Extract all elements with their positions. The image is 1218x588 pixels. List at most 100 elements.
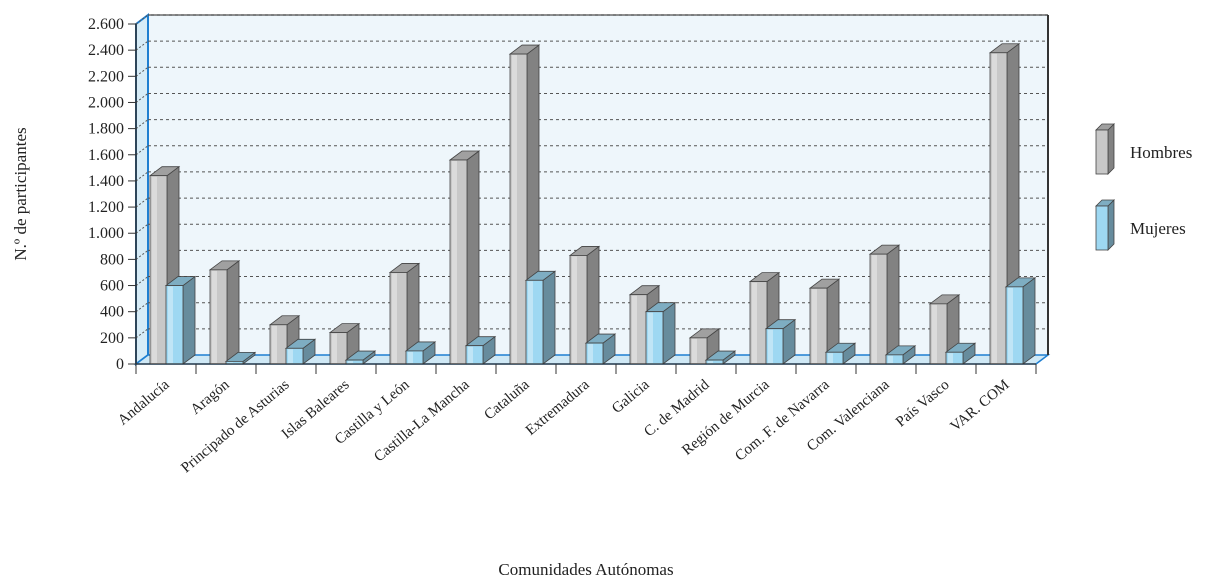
bar-mujeres-highlight [888, 355, 893, 363]
x-category-label: Galicia [609, 377, 653, 417]
grid-line-side [135, 223, 149, 234]
x-category-label: Aragón [188, 376, 233, 417]
bar-mujeres-highlight [948, 353, 953, 363]
grid-line-side [135, 302, 149, 313]
legend-swatch [1095, 123, 1115, 175]
y-tick-label: 1.400 [88, 173, 124, 190]
bar-hombres-highlight [812, 289, 817, 363]
y-tick-label: 0 [116, 356, 124, 373]
bar-mujeres [1004, 277, 1037, 365]
y-tick-label: 2.200 [88, 68, 124, 85]
y-tick-label: 800 [100, 251, 124, 268]
grid-line-side [135, 328, 149, 339]
bar-mujeres [764, 318, 797, 365]
x-category-label: Andalucía [115, 377, 173, 429]
bar-mujeres [824, 342, 857, 365]
bar-mujeres [464, 335, 497, 365]
bar-mujeres-highlight [168, 286, 173, 363]
bar-hombres [388, 262, 421, 365]
bar-mujeres-highlight [288, 349, 293, 363]
bar-mujeres-side [182, 275, 196, 365]
bars [148, 42, 1037, 365]
bar-mujeres-side [542, 270, 556, 365]
bar-mujeres-highlight [528, 281, 533, 363]
bar-hombres-highlight [692, 338, 697, 363]
legend-label: Mujeres [1130, 219, 1186, 238]
bar-mujeres [404, 341, 437, 365]
bar-hombres [328, 322, 361, 365]
plot-left-wall [135, 13, 149, 366]
bar-hombres [208, 260, 241, 365]
bar-mujeres-highlight [708, 361, 713, 363]
y-tick-label: 1.800 [88, 121, 124, 138]
bar-mujeres [284, 338, 317, 365]
bar-mujeres-side [662, 301, 676, 365]
bar-hombres-highlight [572, 256, 577, 363]
grid-line-side [135, 197, 149, 208]
bar-hombres [568, 245, 601, 365]
bar-mujeres-highlight [408, 351, 413, 363]
bar-hombres-side [466, 150, 480, 365]
legend-item-mujeres: Mujeres [1095, 199, 1186, 251]
grid-line-side [135, 145, 149, 156]
bar-mujeres [944, 342, 977, 365]
grid-line-side [135, 93, 149, 103]
bar-hombres-highlight [752, 282, 757, 363]
bar-mujeres-highlight [1008, 287, 1013, 363]
legend-item-hombres: Hombres [1095, 123, 1192, 175]
bar-hombres-highlight [512, 55, 517, 363]
bar-mujeres-highlight [228, 362, 233, 363]
bar-mujeres [644, 301, 677, 365]
bar-mujeres [524, 270, 557, 365]
y-tick-label: 1.600 [88, 147, 124, 164]
bar-mujeres-highlight [348, 361, 353, 363]
bar-mujeres [164, 275, 197, 365]
y-tick-label: 1.000 [88, 225, 124, 242]
x-axis-title: Comunidades Autónomas [498, 560, 673, 579]
bar-hombres-highlight [932, 304, 937, 363]
grid-line-side [135, 66, 149, 77]
bar-hombres-side [226, 260, 240, 365]
bar-hombres [868, 244, 901, 365]
legend: Hombres Mujeres [1095, 123, 1192, 251]
grid-line-side [135, 40, 149, 51]
legend-swatch [1095, 199, 1115, 251]
x-category-label: País Vasco [893, 377, 953, 431]
x-category-label: Principado de Asturias [178, 377, 292, 477]
bar-mujeres-side [1022, 277, 1036, 365]
grid-line-side [135, 249, 149, 260]
legend-label: Hombres [1130, 143, 1192, 162]
x-category-label: Extremadura [523, 377, 593, 439]
bar-mujeres-highlight [648, 312, 653, 363]
y-tick-label: 2.600 [88, 16, 124, 33]
y-axis-title: N.º de participantes [11, 127, 30, 260]
bar-hombres-highlight [152, 176, 157, 363]
grid-line-side [135, 276, 149, 286]
x-category-label: VAR. COM [948, 377, 1013, 435]
bar-hombres-highlight [992, 53, 997, 364]
bar-mujeres [584, 333, 617, 365]
y-tick-label: 2.400 [88, 42, 124, 59]
bar-hombres-highlight [392, 273, 397, 363]
bar-hombres-highlight [272, 325, 277, 363]
y-tick-label: 400 [100, 304, 124, 321]
bar-mujeres [224, 351, 257, 365]
bar-mujeres-highlight [468, 346, 473, 363]
grid-line-side [135, 14, 149, 25]
bar-hombres-highlight [632, 295, 637, 363]
y-tick-label: 2.000 [88, 94, 124, 111]
bar-hombres-highlight [872, 255, 877, 363]
y-tick-label: 200 [100, 330, 124, 347]
bar-mujeres [704, 350, 737, 365]
bar-hombres-highlight [452, 161, 457, 363]
y-axis: 0 200 400 600 800 1.000 1.200 1.400 1.600 1.800 2.… [88, 16, 137, 373]
bar-hombres-highlight [212, 270, 217, 363]
bar-mujeres-highlight [768, 329, 773, 363]
grid-line-side [135, 119, 149, 130]
bar-hombres [928, 294, 961, 365]
y-tick-label: 1.200 [88, 199, 124, 216]
bar-hombres [448, 150, 481, 365]
